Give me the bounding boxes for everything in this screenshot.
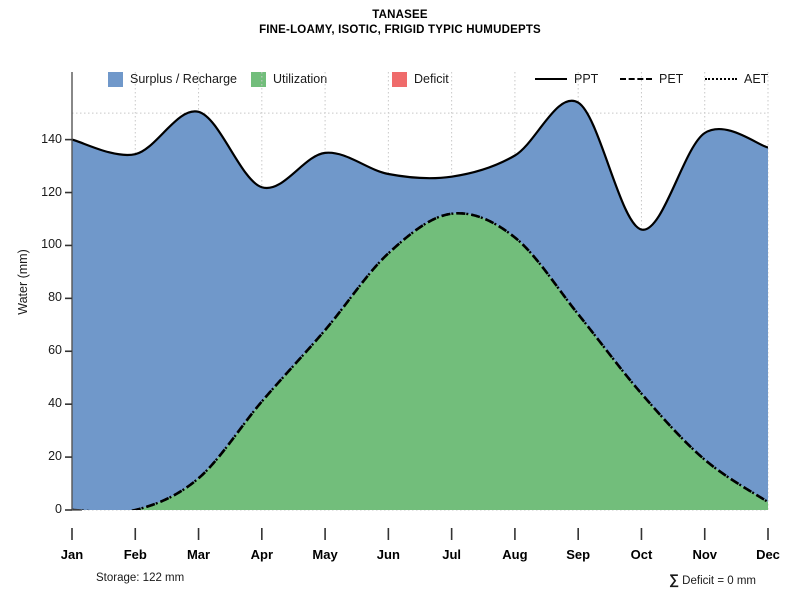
utilization-area bbox=[72, 213, 768, 510]
x-axis-tick-label-may: May bbox=[312, 547, 338, 562]
ppt-line-icon bbox=[535, 73, 567, 85]
deficit-note: ∑ Deficit = 0 mm bbox=[669, 571, 756, 587]
legend-label-utilization: Utilization bbox=[273, 72, 328, 86]
storage-note: Storage: 122 mm bbox=[96, 572, 185, 584]
legend-label-ppt: PPT bbox=[574, 72, 599, 86]
legend-item-ppt[interactable]: PPT bbox=[535, 70, 598, 88]
y-axis-tick-label: 40 bbox=[48, 396, 62, 411]
y-axis-tick-label: 0 bbox=[55, 502, 62, 516]
deficit-note-text: Deficit = 0 mm bbox=[678, 575, 756, 587]
aet-line-icon bbox=[705, 73, 737, 85]
x-axis-tick-label-aug: Aug bbox=[502, 547, 528, 562]
legend-item-utilization[interactable]: Utilization bbox=[251, 70, 327, 88]
legend-item-pet[interactable]: PET bbox=[620, 70, 683, 88]
legend-label-surplus: Surplus / Recharge bbox=[130, 72, 238, 86]
pet-line-icon bbox=[620, 73, 652, 85]
chart-title-line-2: FINE-LOAMY, ISOTIC, FRIGID TYPIC HUMUDEP… bbox=[259, 24, 541, 36]
surplus-color-swatch bbox=[108, 71, 123, 87]
chart-legend: Surplus / Recharge Utilization Deficit P… bbox=[0, 70, 800, 88]
y-axis-tick-label: 20 bbox=[48, 449, 62, 464]
surplus-recharge-area bbox=[72, 100, 768, 510]
x-axis-tick-label-apr: Apr bbox=[250, 547, 273, 562]
legend-item-deficit[interactable]: Deficit bbox=[392, 70, 449, 88]
y-axis-tick-label: 60 bbox=[48, 343, 62, 358]
x-axis-tick-label-feb: Feb bbox=[123, 547, 147, 562]
legend-label-pet: PET bbox=[659, 72, 684, 86]
ppt-curve bbox=[72, 99, 768, 231]
y-axis-tick-label: 120 bbox=[41, 184, 62, 199]
y-axis-tick-label: 80 bbox=[48, 290, 62, 305]
legend-item-surplus[interactable]: Surplus / Recharge bbox=[108, 70, 237, 88]
legend-item-aet[interactable]: AET bbox=[705, 70, 768, 88]
x-axis-tick-label-nov: Nov bbox=[692, 547, 717, 562]
legend-label-aet: AET bbox=[744, 72, 769, 86]
chart-title-line-1: TANASEE bbox=[372, 9, 428, 21]
x-axis-tick-label-jun: Jun bbox=[376, 547, 400, 562]
x-axis-tick-label-dec: Dec bbox=[756, 547, 780, 562]
x-axis-tick-label-jan: Jan bbox=[60, 547, 84, 562]
y-axis-tick-label: 100 bbox=[41, 237, 62, 252]
utilization-color-swatch bbox=[251, 71, 266, 87]
y-axis-tick-label: 140 bbox=[41, 131, 62, 146]
x-axis-tick-label-jul: Jul bbox=[442, 547, 462, 562]
x-axis-tick-label-sep: Sep bbox=[566, 547, 591, 562]
x-axis-tick-label-oct: Oct bbox=[630, 547, 653, 562]
legend-label-deficit: Deficit bbox=[414, 72, 449, 86]
deficit-color-swatch bbox=[392, 71, 407, 87]
chart-title: TANASEE FINE-LOAMY, ISOTIC, FRIGID TYPIC… bbox=[0, 8, 800, 38]
sigma-symbol: ∑ bbox=[669, 571, 679, 587]
x-axis-tick-label-mar: Mar bbox=[186, 547, 211, 562]
